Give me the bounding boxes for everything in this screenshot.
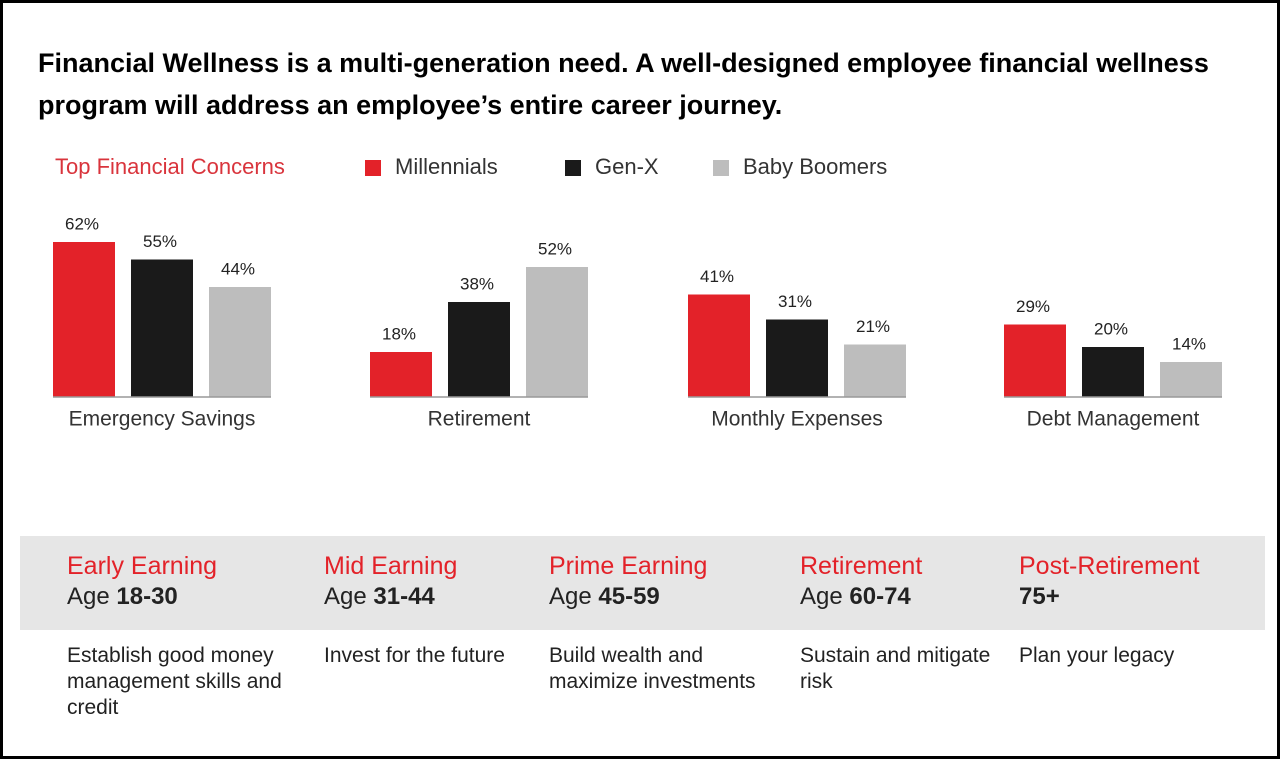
bar [209, 287, 271, 397]
chart-title: Top Financial Concerns [55, 154, 285, 179]
category-label: Emergency Savings [69, 408, 256, 431]
value-label: 18% [382, 324, 416, 343]
age-range: 60-74 [849, 583, 911, 610]
stage-description: Plan your legacy [1019, 644, 1175, 667]
stage-age: 75+ [1019, 583, 1060, 611]
bar [688, 294, 750, 397]
age-prefix: Age [324, 583, 367, 610]
value-label: 62% [65, 214, 99, 233]
age-range: 18-30 [116, 583, 178, 610]
stage-age: Age 18-30 [67, 583, 178, 611]
legend-label: Millennials [395, 154, 498, 179]
stage-age: Age 45-59 [549, 583, 660, 611]
legend-label: Gen-X [595, 154, 659, 179]
category-label: Debt Management [1027, 408, 1200, 431]
age-prefix: Age [67, 583, 110, 610]
age-range: 75+ [1019, 583, 1060, 610]
value-label: 21% [856, 317, 890, 336]
stage-name: Prime Earning [549, 552, 708, 580]
bar [370, 352, 432, 397]
stage-age: Age 31-44 [324, 583, 435, 611]
stage-description: Establish good money management skills a… [67, 644, 282, 719]
chart: Top Financial Concerns Millennials Gen-X Ba… [53, 154, 1222, 431]
bar [1160, 362, 1222, 397]
stage-name: Early Earning [67, 552, 218, 580]
value-label: 31% [778, 292, 812, 311]
value-label: 29% [1016, 297, 1050, 316]
stage-description: Invest for the future [324, 644, 505, 667]
bar [844, 344, 906, 397]
value-label: 20% [1094, 319, 1128, 338]
value-label: 44% [221, 259, 255, 278]
age-range: 31-44 [373, 583, 435, 610]
bar [53, 242, 115, 397]
stage-name: Mid Earning [324, 552, 458, 580]
bar [1004, 324, 1066, 397]
bar [526, 267, 588, 397]
bar [1082, 347, 1144, 397]
value-label: 55% [143, 232, 177, 251]
value-label: 38% [460, 274, 494, 293]
category-label: Monthly Expenses [711, 408, 883, 431]
category-label: Retirement [428, 408, 531, 431]
header-text: Financial Wellness is a multi-generation… [38, 48, 1209, 120]
age-prefix: Age [800, 583, 843, 610]
legend-label: Baby Boomers [743, 154, 887, 179]
age-prefix: Age [549, 583, 592, 610]
age-range: 45-59 [598, 583, 660, 610]
bar [766, 319, 828, 397]
value-label: 14% [1172, 334, 1206, 353]
stage-name: Post-Retirement [1019, 552, 1200, 580]
legend-swatch [713, 160, 729, 176]
stage-description: Sustain and mitigate risk [800, 644, 991, 693]
value-label: 41% [700, 267, 734, 286]
legend-swatch [565, 160, 581, 176]
legend-swatch [365, 160, 381, 176]
stage-band [20, 536, 1265, 630]
stage-name: Retirement [800, 552, 923, 580]
stage-age: Age 60-74 [800, 583, 911, 611]
stage-description: Build wealth and maximize investments [549, 644, 756, 693]
bar [448, 302, 510, 397]
value-label: 52% [538, 239, 572, 258]
bar [131, 259, 193, 397]
